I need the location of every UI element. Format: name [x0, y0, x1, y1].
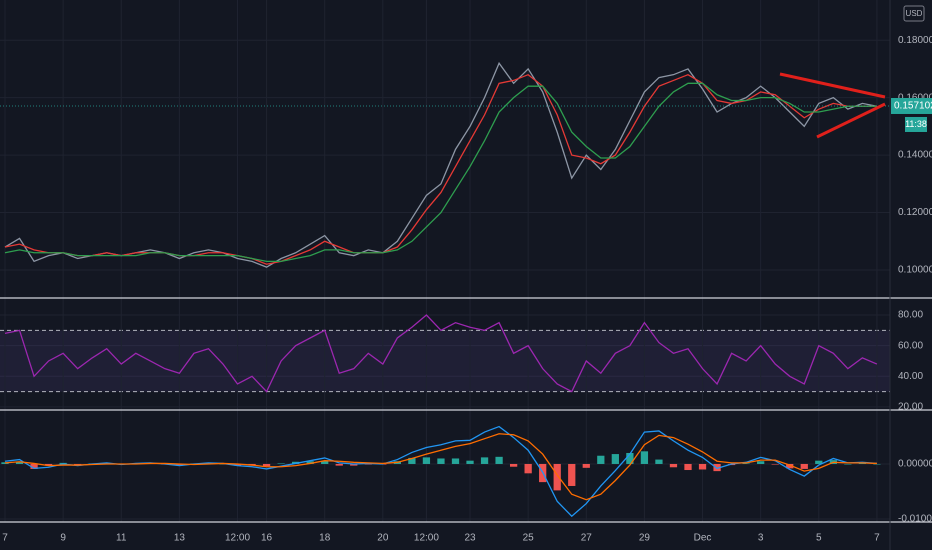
histogram-bar — [277, 463, 285, 464]
histogram-bar — [873, 463, 881, 465]
y-tick-label: 60.00 — [898, 340, 923, 351]
histogram-bar — [800, 463, 808, 469]
x-tick-label: 13 — [174, 533, 186, 544]
last-price-box — [891, 97, 932, 114]
last-price-label: 0.157102 — [894, 101, 932, 112]
histogram-bar — [771, 463, 779, 465]
histogram-bar — [568, 463, 576, 486]
x-tick-label: Dec — [694, 533, 712, 544]
histogram-bar — [233, 463, 242, 466]
x-tick-label: 9 — [60, 533, 66, 544]
triangle-drawing — [779, 72, 886, 139]
histogram-bar — [742, 463, 750, 464]
histogram-bar — [1, 462, 9, 464]
histogram-bar — [655, 459, 663, 464]
histogram-bar — [480, 457, 489, 464]
x-tick-label: 7 — [2, 533, 8, 544]
histogram-bar — [306, 461, 314, 464]
histogram-bar — [321, 461, 329, 464]
y-tick-label: 80.00 — [898, 310, 923, 321]
x-tick-label: 12:00 — [414, 533, 439, 544]
histogram-bar — [262, 463, 271, 467]
histogram-bar — [437, 458, 445, 464]
series-line — [4, 314, 878, 393]
x-tick-label: 25 — [523, 533, 535, 544]
histogram-bar — [844, 463, 852, 465]
histogram-bar — [597, 455, 605, 464]
histogram-bar — [582, 463, 590, 468]
histogram-bar — [815, 460, 823, 464]
histogram-bar — [466, 460, 474, 464]
histogram-bar — [74, 463, 82, 465]
x-tick-label: 29 — [639, 533, 651, 544]
histogram-bar — [858, 463, 867, 464]
histogram-bar — [44, 463, 53, 466]
histogram-bar — [30, 463, 38, 469]
trend-line — [779, 72, 886, 99]
x-tick-label: 27 — [581, 533, 593, 544]
currency-label[interactable]: USD — [906, 9, 923, 18]
histogram-bar — [684, 463, 692, 471]
histogram-bar — [451, 458, 460, 464]
histogram-bar — [219, 463, 227, 465]
countdown-label: 11:38 — [905, 119, 927, 129]
histogram-bar — [640, 451, 649, 464]
histogram-bar — [524, 463, 532, 474]
histogram-bar — [350, 463, 358, 466]
histogram-bar — [364, 463, 372, 465]
histogram-bar — [611, 454, 619, 464]
histogram-bar — [175, 463, 184, 466]
countdown-box — [905, 116, 927, 132]
currency-box[interactable] — [903, 5, 925, 22]
x-tick-label: 7 — [874, 533, 880, 544]
series-line — [4, 433, 877, 501]
histogram-bar — [422, 457, 431, 464]
series-line — [4, 82, 877, 263]
histogram-bar — [669, 463, 678, 468]
x-tick-label: 16 — [261, 533, 273, 544]
x-tick-label: 5 — [816, 533, 822, 544]
x-tick-label: 3 — [758, 533, 764, 544]
marks — [0, 61, 890, 518]
histogram-bar — [757, 461, 765, 464]
y-tick-label: -0.010000 — [898, 514, 932, 525]
histogram-bar — [408, 457, 416, 464]
x-tick-label: 20 — [377, 533, 389, 544]
x-tick-label: 18 — [319, 533, 331, 544]
histogram-bar — [509, 463, 518, 467]
histogram-bar — [698, 463, 707, 470]
y-tick-label: 0.000000 — [898, 459, 932, 470]
histogram-bar — [713, 463, 721, 472]
rsi-band — [0, 330, 890, 392]
trend-line — [816, 102, 886, 139]
histogram-bar — [626, 452, 634, 464]
histogram-bar — [495, 456, 503, 464]
y-tick-label: 40.00 — [898, 371, 923, 382]
histogram-bar — [553, 463, 561, 491]
grid — [0, 0, 890, 522]
x-tick-label: 12:00 — [225, 533, 250, 544]
x-tick-label: 23 — [464, 533, 476, 544]
histogram-bar — [15, 461, 24, 464]
y-tick-label: 20.00 — [898, 402, 923, 413]
histogram-bar — [335, 463, 343, 466]
histogram-bar — [786, 463, 794, 469]
x-tick-label: 11 — [116, 533, 127, 544]
